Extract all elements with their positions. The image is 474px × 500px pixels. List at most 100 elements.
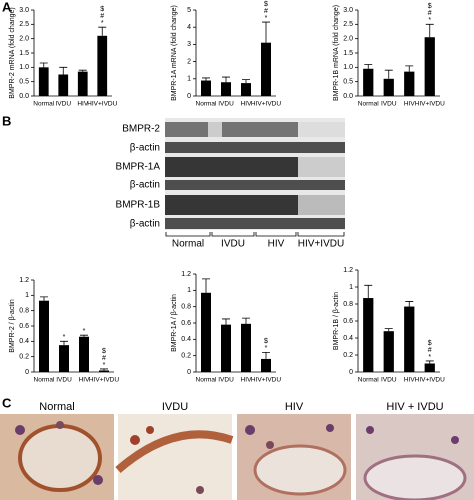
bar	[424, 363, 435, 372]
y-tick-label: 1.2	[181, 271, 191, 278]
significance-mark: $	[428, 3, 432, 10]
bar	[38, 67, 49, 96]
error-bar	[60, 340, 68, 346]
y-axis-label: BMPR-1B mRNA (fold change)	[333, 5, 340, 101]
x-tick-label: HIV	[241, 101, 253, 108]
significance-mark: #	[100, 13, 104, 20]
significance-mark: #	[428, 347, 432, 354]
significance-mark: $	[428, 340, 432, 347]
histology-title: HIV + IVDU	[386, 401, 443, 413]
error-bar	[59, 66, 68, 75]
y-tick-label: 0.5	[19, 79, 29, 86]
x-tick-label: IVDU	[218, 377, 234, 384]
significance-mark: #	[264, 8, 268, 15]
y-tick-label: 1	[25, 292, 29, 299]
significance-mark: *	[83, 328, 86, 335]
y-tick-label: 1.0	[343, 64, 353, 71]
x-tick-label: Normal	[196, 377, 218, 384]
bar	[261, 42, 271, 96]
bar	[59, 345, 69, 372]
x-tick-label: HIV+IVDU	[415, 101, 445, 108]
bar	[79, 336, 89, 372]
y-tick-label: 1.2	[19, 277, 29, 284]
y-tick-label: 0.2	[19, 354, 29, 361]
blot-row-label: β-actin	[130, 180, 160, 191]
x-tick-label: Normal	[33, 101, 55, 108]
x-tick-label: HIV+IVDU	[251, 377, 281, 384]
blot-row-label: BMPR-2	[122, 124, 160, 135]
x-tick-label: IVDU	[56, 377, 72, 384]
x-tick-label: Normal	[34, 377, 56, 384]
significance-mark: *	[265, 345, 268, 352]
y-axis-label: BMPR-2 / β-actin	[9, 299, 16, 353]
y-tick-label: 0.5	[343, 79, 353, 86]
x-tick-label: Normal	[358, 377, 380, 384]
bar	[241, 323, 251, 372]
blot-row-label: β-actin	[130, 219, 160, 230]
bar	[58, 74, 69, 96]
error-bar	[425, 360, 434, 364]
significance-mark: *	[103, 362, 106, 369]
y-tick-label: 0.0	[19, 93, 29, 100]
bar	[77, 71, 88, 96]
significance-mark: $	[100, 6, 104, 13]
y-tick-label: 0.4	[343, 335, 353, 342]
x-tick-label: IVDU	[218, 101, 234, 108]
histology-title: Normal	[39, 401, 74, 413]
error-bar	[78, 69, 87, 72]
blot-row-label: BMPR-1B	[116, 200, 161, 211]
bar	[221, 82, 231, 96]
y-axis-label: BMPR-1B / β-actin	[333, 292, 340, 350]
x-tick-label: HIV	[404, 377, 416, 384]
y-tick-label: 0.8	[343, 301, 353, 308]
x-tick-label: HIV+IVDU	[87, 101, 117, 108]
y-tick-label: 0.2	[343, 352, 353, 359]
y-tick-label: 3.0	[19, 7, 29, 14]
y-tick-label: 1.2	[343, 267, 353, 274]
error-bar	[405, 301, 414, 307]
y-tick-label: 0	[25, 369, 29, 376]
y-tick-label: 0.4	[19, 338, 29, 345]
error-bar	[242, 79, 250, 84]
error-bar	[262, 21, 270, 43]
bar	[363, 298, 374, 372]
error-bar	[100, 368, 108, 371]
error-bar	[39, 62, 48, 68]
bar	[97, 35, 108, 96]
y-tick-label: 1.5	[19, 50, 29, 57]
significance-mark: *	[101, 20, 104, 27]
error-bar	[222, 318, 230, 325]
bar	[383, 78, 394, 96]
x-tick-label: IVDU	[381, 101, 397, 108]
error-bar	[98, 26, 107, 36]
x-tick-label: HIV	[79, 377, 91, 384]
significance-mark: $	[264, 1, 268, 8]
y-tick-label: 0	[187, 93, 191, 100]
x-tick-label: HIV+IVDU	[89, 377, 119, 384]
y-tick-label: 0.4	[181, 336, 191, 343]
significance-mark: *	[428, 354, 431, 361]
y-tick-label: 0.6	[343, 318, 353, 325]
y-tick-label: 0	[349, 369, 353, 376]
y-tick-label: 5	[187, 7, 191, 14]
y-tick-label: 0.6	[181, 320, 191, 327]
error-bar	[262, 352, 270, 359]
error-bar	[202, 278, 210, 293]
panel-label: C	[2, 395, 12, 410]
y-tick-label: 1	[187, 76, 191, 83]
x-tick-label: HIV	[77, 101, 89, 108]
blot-group-label: HIV	[268, 239, 285, 250]
y-tick-label: 2.0	[19, 36, 29, 43]
bar	[241, 83, 251, 96]
x-tick-label: HIV+IVDU	[251, 101, 281, 108]
error-bar	[202, 77, 210, 81]
error-bar	[222, 76, 230, 83]
significance-mark: $	[102, 348, 106, 355]
y-tick-label: 0.6	[19, 323, 29, 330]
blot-group-label: Normal	[172, 239, 204, 250]
bar	[404, 306, 415, 372]
x-tick-label: IVDU	[55, 101, 71, 108]
bar	[363, 68, 374, 96]
